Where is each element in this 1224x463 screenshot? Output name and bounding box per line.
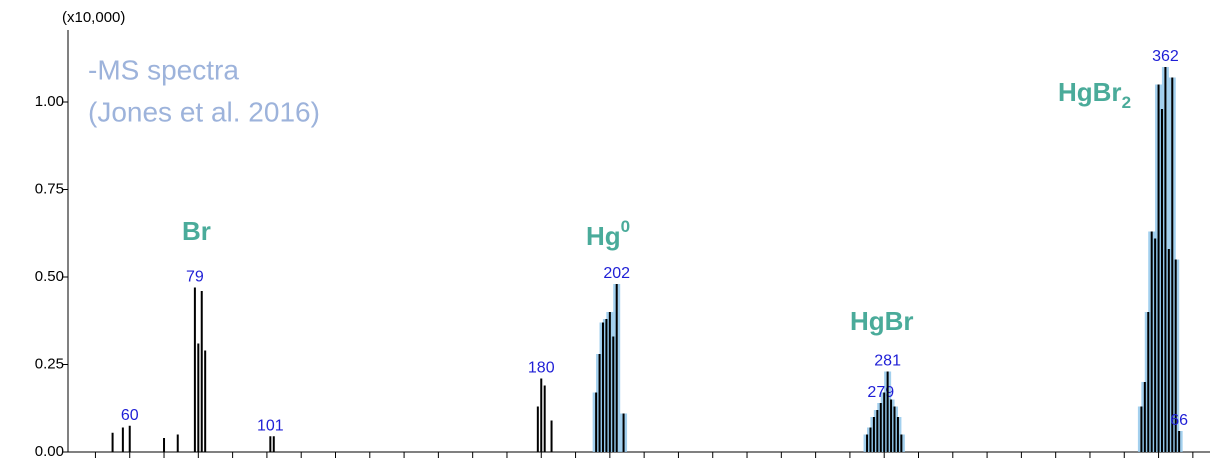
annotation: (Jones et al. 2016) [88,96,320,127]
compound-label: HgBr [850,306,914,336]
peak-label: 180 [528,360,555,377]
peak-label: 101 [257,417,284,434]
compound-label: HgBr2 [1058,77,1131,113]
compound-text: HgBr [1058,77,1122,107]
peak-label: 281 [874,353,901,370]
annotation: -MS spectra [88,54,239,85]
y-tick-label: 0.50 [35,268,64,285]
compound-label: Hg0 [586,217,630,250]
compound-sup: 0 [621,217,630,236]
compound-text: Hg [586,221,621,251]
peak-label: 202 [603,265,630,282]
peak-label: 362 [1152,48,1179,65]
compound-sub: 2 [1122,93,1131,112]
y-tick-label: 0.75 [35,180,64,197]
peak-label: 66 [1170,412,1188,429]
peak-label: 60 [121,407,139,424]
y-tick-label: 0.25 [35,355,64,372]
peak-label: 79 [186,269,204,286]
y-tick-label: 0.00 [35,443,64,458]
compound-label: Br [182,216,211,246]
y-axis-label: (x10,000) [62,9,125,26]
peak-label: 279 [867,384,894,401]
y-tick-label: 1.00 [35,93,64,110]
